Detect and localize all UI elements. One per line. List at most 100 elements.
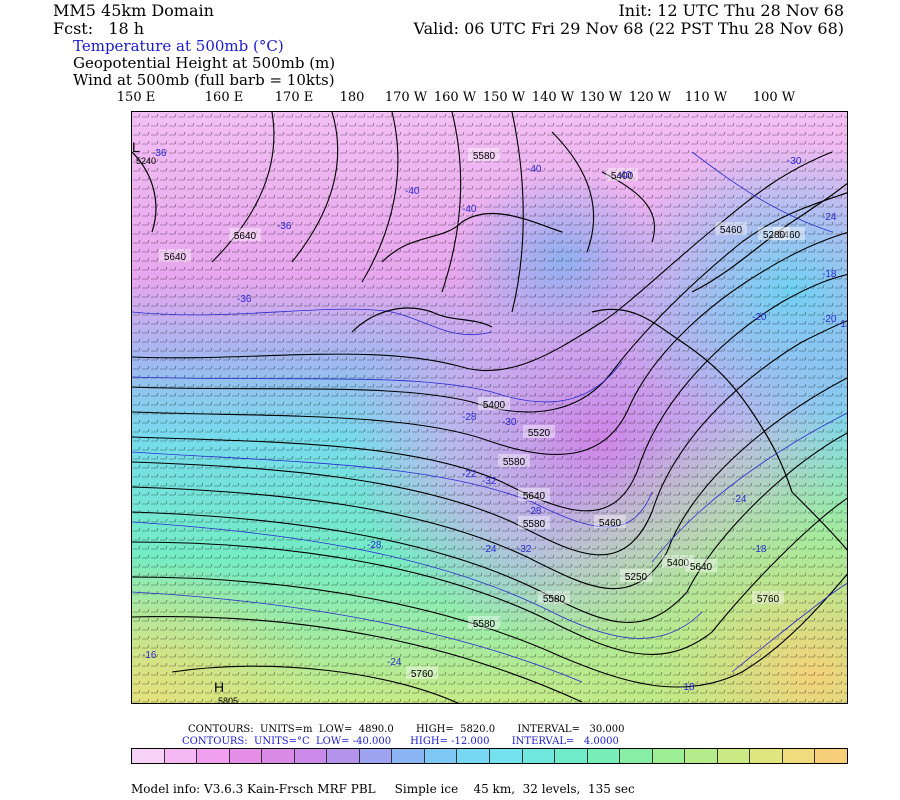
height-contour-info: CONTOURS: UNITS=m LOW= 4890.0 HIGH= 5820… bbox=[188, 724, 625, 735]
temp-contour-label: -24 bbox=[822, 212, 837, 223]
temp-contour-label: -30 bbox=[787, 156, 802, 167]
colorbar-swatch bbox=[262, 749, 295, 763]
low-value: 5240 bbox=[136, 156, 156, 166]
longitude-label: 140 W bbox=[531, 90, 575, 105]
temperature-contours bbox=[132, 151, 847, 683]
height-contour-label: 5280 bbox=[763, 230, 786, 241]
colorbar-swatch bbox=[717, 749, 751, 763]
temp-contour-label: -32 bbox=[482, 476, 497, 487]
temp-contour-label: -22 bbox=[462, 469, 477, 480]
longitude-axis: 150 E 160 E 170 E 180 170 W 160 W 150 W … bbox=[0, 90, 900, 108]
height-contour-label: 5640 bbox=[523, 491, 546, 502]
temp-contour-label: -40 bbox=[617, 170, 632, 181]
colorbar-swatch bbox=[782, 749, 816, 763]
height-contour-label: 5460 bbox=[599, 518, 622, 529]
colorbar-swatch bbox=[522, 749, 556, 763]
colorbar-swatch bbox=[685, 749, 718, 763]
temp-contour-label: -28 bbox=[527, 506, 542, 517]
height-contour-label: 5580 bbox=[523, 519, 546, 530]
temp-contour-label: -20 bbox=[822, 314, 837, 325]
pressure-markers: H 5805 L 5240 bbox=[132, 139, 238, 704]
colorbar-swatch bbox=[294, 749, 328, 763]
coastlines bbox=[132, 151, 847, 551]
field-label-temperature: Temperature at 500mb (°C) bbox=[73, 37, 284, 55]
longitude-label: 100 W bbox=[752, 90, 796, 105]
colorbar-swatch bbox=[750, 749, 783, 763]
colorbar-swatch bbox=[620, 749, 653, 763]
colorbar-swatch bbox=[587, 749, 621, 763]
temp-contour-label: -18 bbox=[752, 544, 767, 555]
temp-contour-label: -32 bbox=[517, 544, 532, 555]
colorbar-swatch bbox=[392, 749, 425, 763]
longitude-label: 130 W bbox=[579, 90, 623, 105]
height-contour-label: 5640 bbox=[234, 231, 257, 242]
high-marker: H bbox=[214, 679, 224, 695]
height-contour-label: 5760 bbox=[411, 669, 434, 680]
temp-contour-label: -36 bbox=[237, 294, 252, 305]
temp-contour-label: -24 bbox=[482, 544, 497, 555]
height-contours bbox=[132, 112, 847, 703]
temp-contour-label: -12 bbox=[837, 319, 848, 330]
temp-contour-label: -18 bbox=[680, 682, 695, 693]
init-time: Init: 12 UTC Thu 28 Nov 68 bbox=[618, 1, 844, 20]
temp-contour-label: -30 bbox=[502, 417, 517, 428]
height-contour-label: 5760 bbox=[757, 594, 780, 605]
longitude-label: 180 bbox=[339, 90, 365, 105]
height-labels: 5580 5640 5640 5400 5460 5460 5400 5520 … bbox=[159, 148, 805, 680]
longitude-label: 110 W bbox=[684, 90, 728, 105]
longitude-label: 150 W bbox=[482, 90, 526, 105]
high-value: 5805 bbox=[218, 696, 238, 704]
domain-title: MM5 45km Domain bbox=[53, 1, 214, 20]
valid-time: Valid: 06 UTC Fri 29 Nov 68 (22 PST Thu … bbox=[413, 19, 844, 38]
height-contour-label: 5640 bbox=[164, 252, 187, 263]
longitude-label: 160 W bbox=[433, 90, 477, 105]
temperature-labels: -36 -40 -40 -36 -36 -40 -30 -24 -20 -20 … bbox=[142, 148, 848, 693]
temp-contour-label: -20 bbox=[752, 312, 767, 323]
height-contour-label: 5580 bbox=[543, 594, 566, 605]
temp-contour-label: -16 bbox=[142, 650, 157, 661]
map-canvas: 5580 5640 5640 5400 5460 5460 5400 5520 … bbox=[132, 112, 848, 704]
field-label-height: Geopotential Height at 500mb (m) bbox=[73, 54, 336, 72]
height-contour-label: 5580 bbox=[473, 151, 496, 162]
temp-contour-label: -28 bbox=[462, 412, 477, 423]
forecast-hour: Fcst: 18 h bbox=[53, 19, 145, 38]
colorbar-swatch bbox=[490, 749, 523, 763]
colorbar-swatch bbox=[327, 749, 360, 763]
temp-contour-label: -28 bbox=[367, 540, 382, 551]
model-info: Model info: V3.6.3 Kain-Frsch MRF PBL Si… bbox=[131, 782, 635, 796]
colorbar-swatch bbox=[132, 749, 165, 763]
height-contour-label: 5460 bbox=[720, 225, 743, 236]
colorbar-swatch bbox=[359, 749, 393, 763]
temp-contour-label: -36 bbox=[277, 221, 292, 232]
temp-contour-label: -24 bbox=[732, 494, 747, 505]
longitude-label: 170 W bbox=[384, 90, 428, 105]
temp-contour-label: -40 bbox=[462, 204, 477, 215]
longitude-label: 160 E bbox=[204, 90, 244, 105]
longitude-label: 170 E bbox=[274, 90, 314, 105]
temp-contour-label: -24 bbox=[387, 657, 402, 668]
colorbar-swatch bbox=[164, 749, 198, 763]
longitude-label: 120 W bbox=[628, 90, 672, 105]
low-marker: L bbox=[132, 139, 140, 155]
colorbar-swatch bbox=[424, 749, 458, 763]
height-contour-label: 5580 bbox=[473, 619, 496, 630]
height-contour-label: 5520 bbox=[528, 428, 551, 439]
height-contour-label: 5400 bbox=[483, 400, 506, 411]
height-contour-label: 5250 bbox=[625, 572, 648, 583]
colorbar-swatch bbox=[652, 749, 686, 763]
temp-contour-label: -40 bbox=[405, 186, 420, 197]
colorbar-swatch bbox=[815, 749, 848, 763]
temp-contour-label: -18 bbox=[822, 269, 837, 280]
height-contour-label: 5460 bbox=[778, 230, 801, 241]
colorbar-swatch bbox=[457, 749, 491, 763]
colorbar-swatch bbox=[197, 749, 230, 763]
height-contour-label: 5640 bbox=[690, 562, 713, 573]
field-label-wind: Wind at 500mb (full barb = 10kts) bbox=[73, 71, 335, 89]
temp-contour-label: -40 bbox=[527, 164, 542, 175]
height-contour-label: 5400 bbox=[667, 558, 690, 569]
temperature-colorbar bbox=[131, 748, 848, 764]
temp-contour-label: -36 bbox=[152, 148, 167, 159]
colorbar-swatch bbox=[555, 749, 588, 763]
temp-contour-info: CONTOURS: UNITS=°C LOW= -40.000 HIGH= -1… bbox=[182, 736, 619, 747]
height-contour-label: 5580 bbox=[503, 457, 526, 468]
